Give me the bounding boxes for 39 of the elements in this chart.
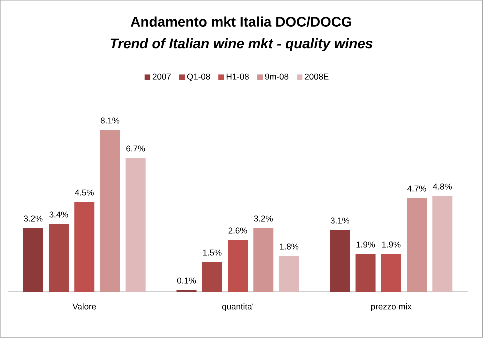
legend-label: 9m-08	[265, 74, 289, 80]
bar	[100, 130, 120, 292]
legend-label: 2008E	[305, 74, 329, 80]
data-label: 1.5%	[203, 250, 222, 256]
data-label: 1.9%	[382, 242, 401, 248]
legend-label: Q1-08	[187, 74, 210, 82]
bar	[432, 196, 453, 292]
data-label: 3.4%	[50, 212, 68, 218]
chart-title: Andamento mkt Italia DOC/DOCG	[130, 16, 352, 28]
data-label: 6.7%	[126, 146, 146, 152]
x-tick-label: prezzo mix	[371, 304, 412, 312]
chart-subtitle: Trend of Italian wine mkt - quality wines	[110, 38, 373, 52]
bar	[279, 256, 300, 292]
bar	[254, 228, 274, 292]
data-label: 3.2%	[254, 216, 273, 222]
bar	[48, 224, 69, 292]
legend-label: H1-08	[226, 74, 249, 80]
legend-label: 2007	[152, 74, 171, 80]
bar	[23, 228, 44, 292]
data-label: 3.2%	[24, 216, 43, 222]
data-label: 3.1%	[330, 218, 350, 224]
x-tick-label: quantita'	[222, 304, 254, 312]
data-label: 4.5%	[75, 190, 94, 196]
data-label: 0.1%	[177, 278, 196, 284]
x-tick-label: Valore	[72, 304, 96, 310]
data-label: 1.8%	[280, 244, 299, 250]
bar	[202, 262, 222, 292]
bar	[356, 254, 376, 292]
bar	[381, 254, 402, 292]
data-label: 1.9%	[356, 242, 376, 248]
data-label: 2.6%	[228, 228, 248, 234]
bar	[228, 240, 248, 292]
data-label: 8.1%	[100, 118, 120, 124]
bar	[74, 202, 95, 292]
bar	[330, 230, 350, 292]
bar	[407, 198, 428, 292]
bar	[126, 158, 146, 292]
data-label: 4.7%	[408, 186, 426, 192]
data-label: 4.8%	[433, 184, 452, 190]
